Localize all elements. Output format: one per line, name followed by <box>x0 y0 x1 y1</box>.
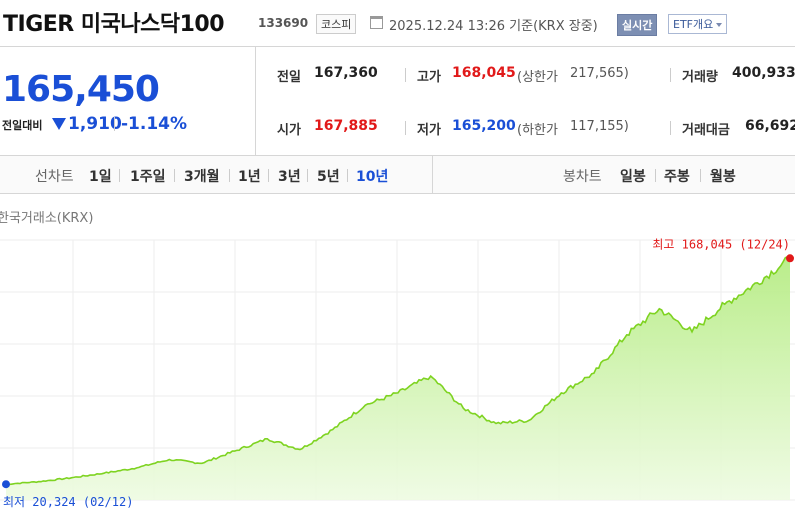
divider <box>174 169 175 182</box>
tab-10y[interactable]: 10년 <box>356 169 389 185</box>
divider <box>405 68 406 82</box>
change-value: 1,910 <box>68 114 122 134</box>
etf-overview-label: ETF개요 <box>673 18 714 31</box>
low-value: 165,200 <box>452 118 516 134</box>
tab-3m[interactable]: 3개월 <box>184 169 220 185</box>
divider <box>432 156 433 194</box>
price-chart[interactable]: 최고 168,045 (12/24) 최저 20,324 (02/12) <box>0 230 795 514</box>
market-badge: 코스피 <box>316 14 357 34</box>
period-tabs: 선차트 1일 1주일 3개월 1년 3년 5년 10년 봉차트 일봉 주봉 월봉 <box>0 156 795 194</box>
tab-daily[interactable]: 일봉 <box>620 169 646 185</box>
tab-monthly[interactable]: 월봉 <box>710 169 736 185</box>
divider <box>670 68 671 82</box>
low-label: 저가 <box>417 123 441 138</box>
page-title: TIGER 미국나스닥100 <box>3 12 225 37</box>
divider <box>307 169 308 182</box>
line-chart-label: 선차트 <box>35 169 74 185</box>
divider <box>700 169 701 182</box>
divider <box>119 169 120 182</box>
tab-1w[interactable]: 1주일 <box>130 169 166 185</box>
tab-weekly[interactable]: 주봉 <box>664 169 690 185</box>
open-value: 167,885 <box>314 118 378 134</box>
prev-close-value: 167,360 <box>314 65 378 81</box>
calendar-icon <box>370 16 383 29</box>
down-arrow-icon <box>52 118 66 130</box>
tab-1d[interactable]: 1일 <box>89 169 112 185</box>
etf-overview-dropdown[interactable]: ETF개요 <box>668 14 728 34</box>
timestamp: 2025.12.24 13:26 기준(KRX 장중) <box>389 19 598 34</box>
chevron-down-icon <box>716 23 723 27</box>
tab-5y[interactable]: 5년 <box>317 169 340 185</box>
high-label: 고가 <box>417 70 441 85</box>
lower-limit-label: (하한가 <box>517 123 558 138</box>
high-value: 168,045 <box>452 65 516 81</box>
header: TIGER 미국나스닥100 133690 코스피 2025.12.24 13:… <box>0 0 795 46</box>
change-label: 전일대비 <box>2 119 43 132</box>
price-line <box>5 255 791 486</box>
max-marker <box>786 254 794 263</box>
divider <box>405 121 406 135</box>
divider <box>268 169 269 182</box>
divider <box>114 117 115 131</box>
stock-code: 133690 <box>258 16 309 30</box>
volume-label: 거래량 <box>682 70 718 85</box>
min-marker <box>2 480 10 489</box>
price-area <box>6 256 790 500</box>
min-label: 최저 20,324 (02/12) <box>3 495 133 509</box>
divider <box>670 121 671 135</box>
upper-limit-label: (상한가 <box>517 70 558 85</box>
volume-value: 400,933 <box>732 65 795 81</box>
candle-chart-label: 봉차트 <box>563 169 602 185</box>
realtime-button[interactable]: 실시간 <box>617 14 658 36</box>
prev-close-label: 전일 <box>277 70 301 85</box>
amount-label: 거래대금 <box>682 123 730 138</box>
divider <box>229 169 230 182</box>
tab-3y[interactable]: 3년 <box>278 169 301 185</box>
upper-limit-value: 217,565) <box>570 66 629 81</box>
divider <box>655 169 656 182</box>
current-price: 165,450 <box>2 69 160 110</box>
quote-panel: 165,450 전일대비 1,910 -1.14% 전일 167,360 고가 … <box>0 46 795 156</box>
open-label: 시가 <box>277 123 301 138</box>
exchange-label: 한국거래소(KRX) <box>0 211 94 226</box>
divider <box>347 169 348 182</box>
lower-limit-value: 117,155) <box>570 119 629 134</box>
max-label: 최고 168,045 (12/24) <box>652 237 790 251</box>
price-box: 165,450 전일대비 1,910 -1.14% <box>0 47 256 155</box>
tab-1y[interactable]: 1년 <box>238 169 261 185</box>
amount-value: 66,692 <box>745 118 795 134</box>
change-percent: -1.14% <box>121 114 188 134</box>
